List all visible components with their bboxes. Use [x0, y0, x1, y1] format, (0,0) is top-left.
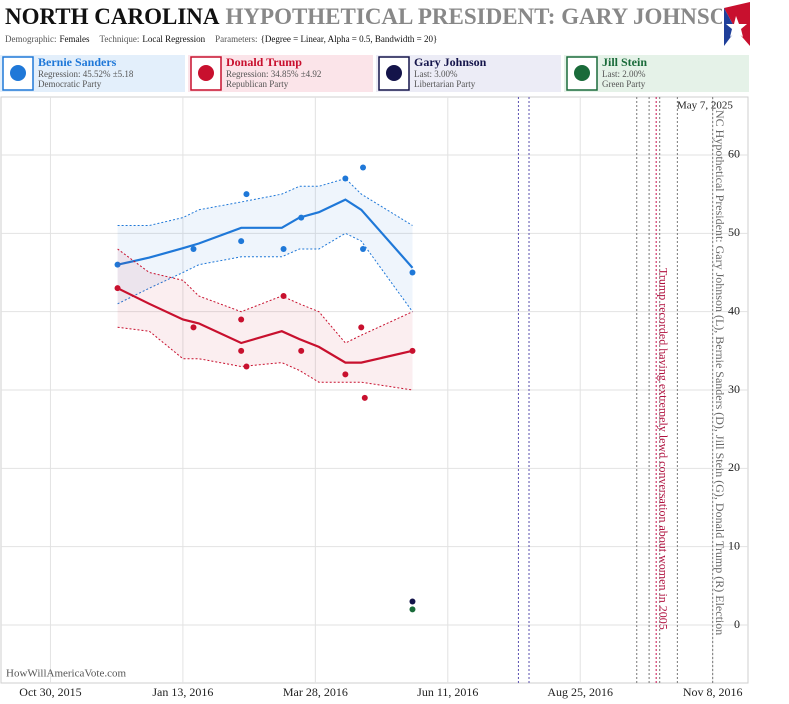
x-tick-label: Jan 13, 2016: [152, 685, 213, 699]
subtitle-value: Females: [59, 34, 89, 44]
band-upper: [117, 177, 413, 226]
y-tick-label: 60: [728, 147, 740, 161]
legend-party: Republican Party: [226, 79, 289, 89]
y-tick-label: 50: [728, 225, 740, 239]
plot-area: 0 10 20 30 40 50 60 Oct 30, 2015 Jan 13, 2016 Mar…: [1, 97, 748, 699]
subtitle-value: Local Regression: [142, 34, 205, 44]
legend-icon-mark: [10, 65, 26, 81]
legend-stat: Regression: 34.85% ±4.92: [226, 69, 321, 79]
y-tick-label: 40: [728, 303, 740, 317]
legend-party: Green Party: [602, 79, 646, 89]
poll-point: [238, 316, 245, 323]
date-stamp: May 7, 2025: [677, 100, 733, 112]
poll-point: [190, 245, 197, 252]
poll-point: [358, 324, 365, 331]
band-lower: [117, 326, 413, 391]
legend-name: Jill Stein: [602, 55, 647, 69]
poll-point: [409, 269, 416, 276]
x-tick-label: Jun 11, 2016: [417, 685, 478, 699]
poll-point: [342, 175, 349, 182]
poll-point: [360, 245, 367, 252]
legend-icon-mark: [198, 65, 214, 81]
x-tick-label: Aug 25, 2016: [547, 685, 613, 699]
poll-point: [190, 324, 197, 331]
y-tick-label: 20: [728, 460, 740, 474]
legend-party: Democratic Party: [38, 79, 102, 89]
y-tick-label: 30: [728, 382, 740, 396]
site-logo: [722, 0, 752, 50]
legend-name: Bernie Sanders: [38, 55, 117, 69]
legend-name: Gary Johnson: [414, 55, 487, 69]
regression-line: [117, 198, 414, 269]
x-tick-label: Nov 8, 2016: [683, 685, 743, 699]
poll-point: [298, 214, 305, 221]
annotation: Trump recorded having extremely lewd con…: [656, 268, 670, 630]
poll-point: [243, 191, 250, 198]
regression-line: [117, 287, 413, 364]
subtitle-value: {Degree = Linear, Alpha = 0.5, Bandwidth…: [261, 34, 438, 44]
chart-title: NORTH CAROLINA HYPOTHETICAL PRESIDENT: GA…: [5, 4, 745, 29]
poll-point: [243, 363, 250, 370]
band-lower: [117, 232, 413, 312]
subtitle-label: Demographic:: [5, 34, 56, 44]
confidence-band: [117, 178, 413, 312]
x-tick-label: Oct 30, 2015: [19, 685, 81, 699]
poll-point: [280, 245, 287, 252]
legend-icon-mark: [574, 65, 590, 81]
poll-point: [114, 285, 121, 292]
poll-point: [238, 347, 245, 354]
poll-point: [298, 347, 305, 354]
title-state: NORTH CAROLINA: [5, 4, 220, 29]
poll-point: [238, 238, 245, 245]
legend-icon-mark: [386, 65, 402, 81]
title-race: HYPOTHETICAL PRESIDENT: GARY JOHNSON: [226, 4, 745, 29]
y-tick-label: 0: [734, 617, 740, 631]
poll-point: [360, 164, 367, 171]
legend-stat: Last: 2.00%: [602, 69, 646, 79]
legend-party: Libertarian Party: [414, 79, 476, 89]
annotation: NC Hypothetical President: Gary Johnson …: [713, 110, 727, 635]
poll-point: [361, 394, 368, 401]
confidence-band: [117, 249, 413, 390]
legend-stat: Last: 3.00%: [414, 69, 458, 79]
poll-point: [280, 292, 287, 299]
y-tick-label: 10: [728, 538, 740, 552]
poll-point: [409, 606, 416, 613]
poll-point: [409, 347, 416, 354]
watermark: HowWillAmericaVote.com: [6, 668, 126, 680]
subtitle: Demographic: Females Technique: Local Regre…: [5, 34, 437, 44]
x-tick-label: Mar 28, 2016: [283, 685, 348, 699]
legend-name: Donald Trump: [226, 55, 302, 69]
subtitle-label: Parameters:: [215, 34, 257, 44]
poll-point: [114, 261, 121, 268]
poll-point: [342, 371, 349, 378]
legend-stat: Regression: 45.52% ±5.18: [38, 69, 134, 79]
poll-point: [409, 598, 416, 605]
subtitle-label: Technique:: [99, 34, 139, 44]
